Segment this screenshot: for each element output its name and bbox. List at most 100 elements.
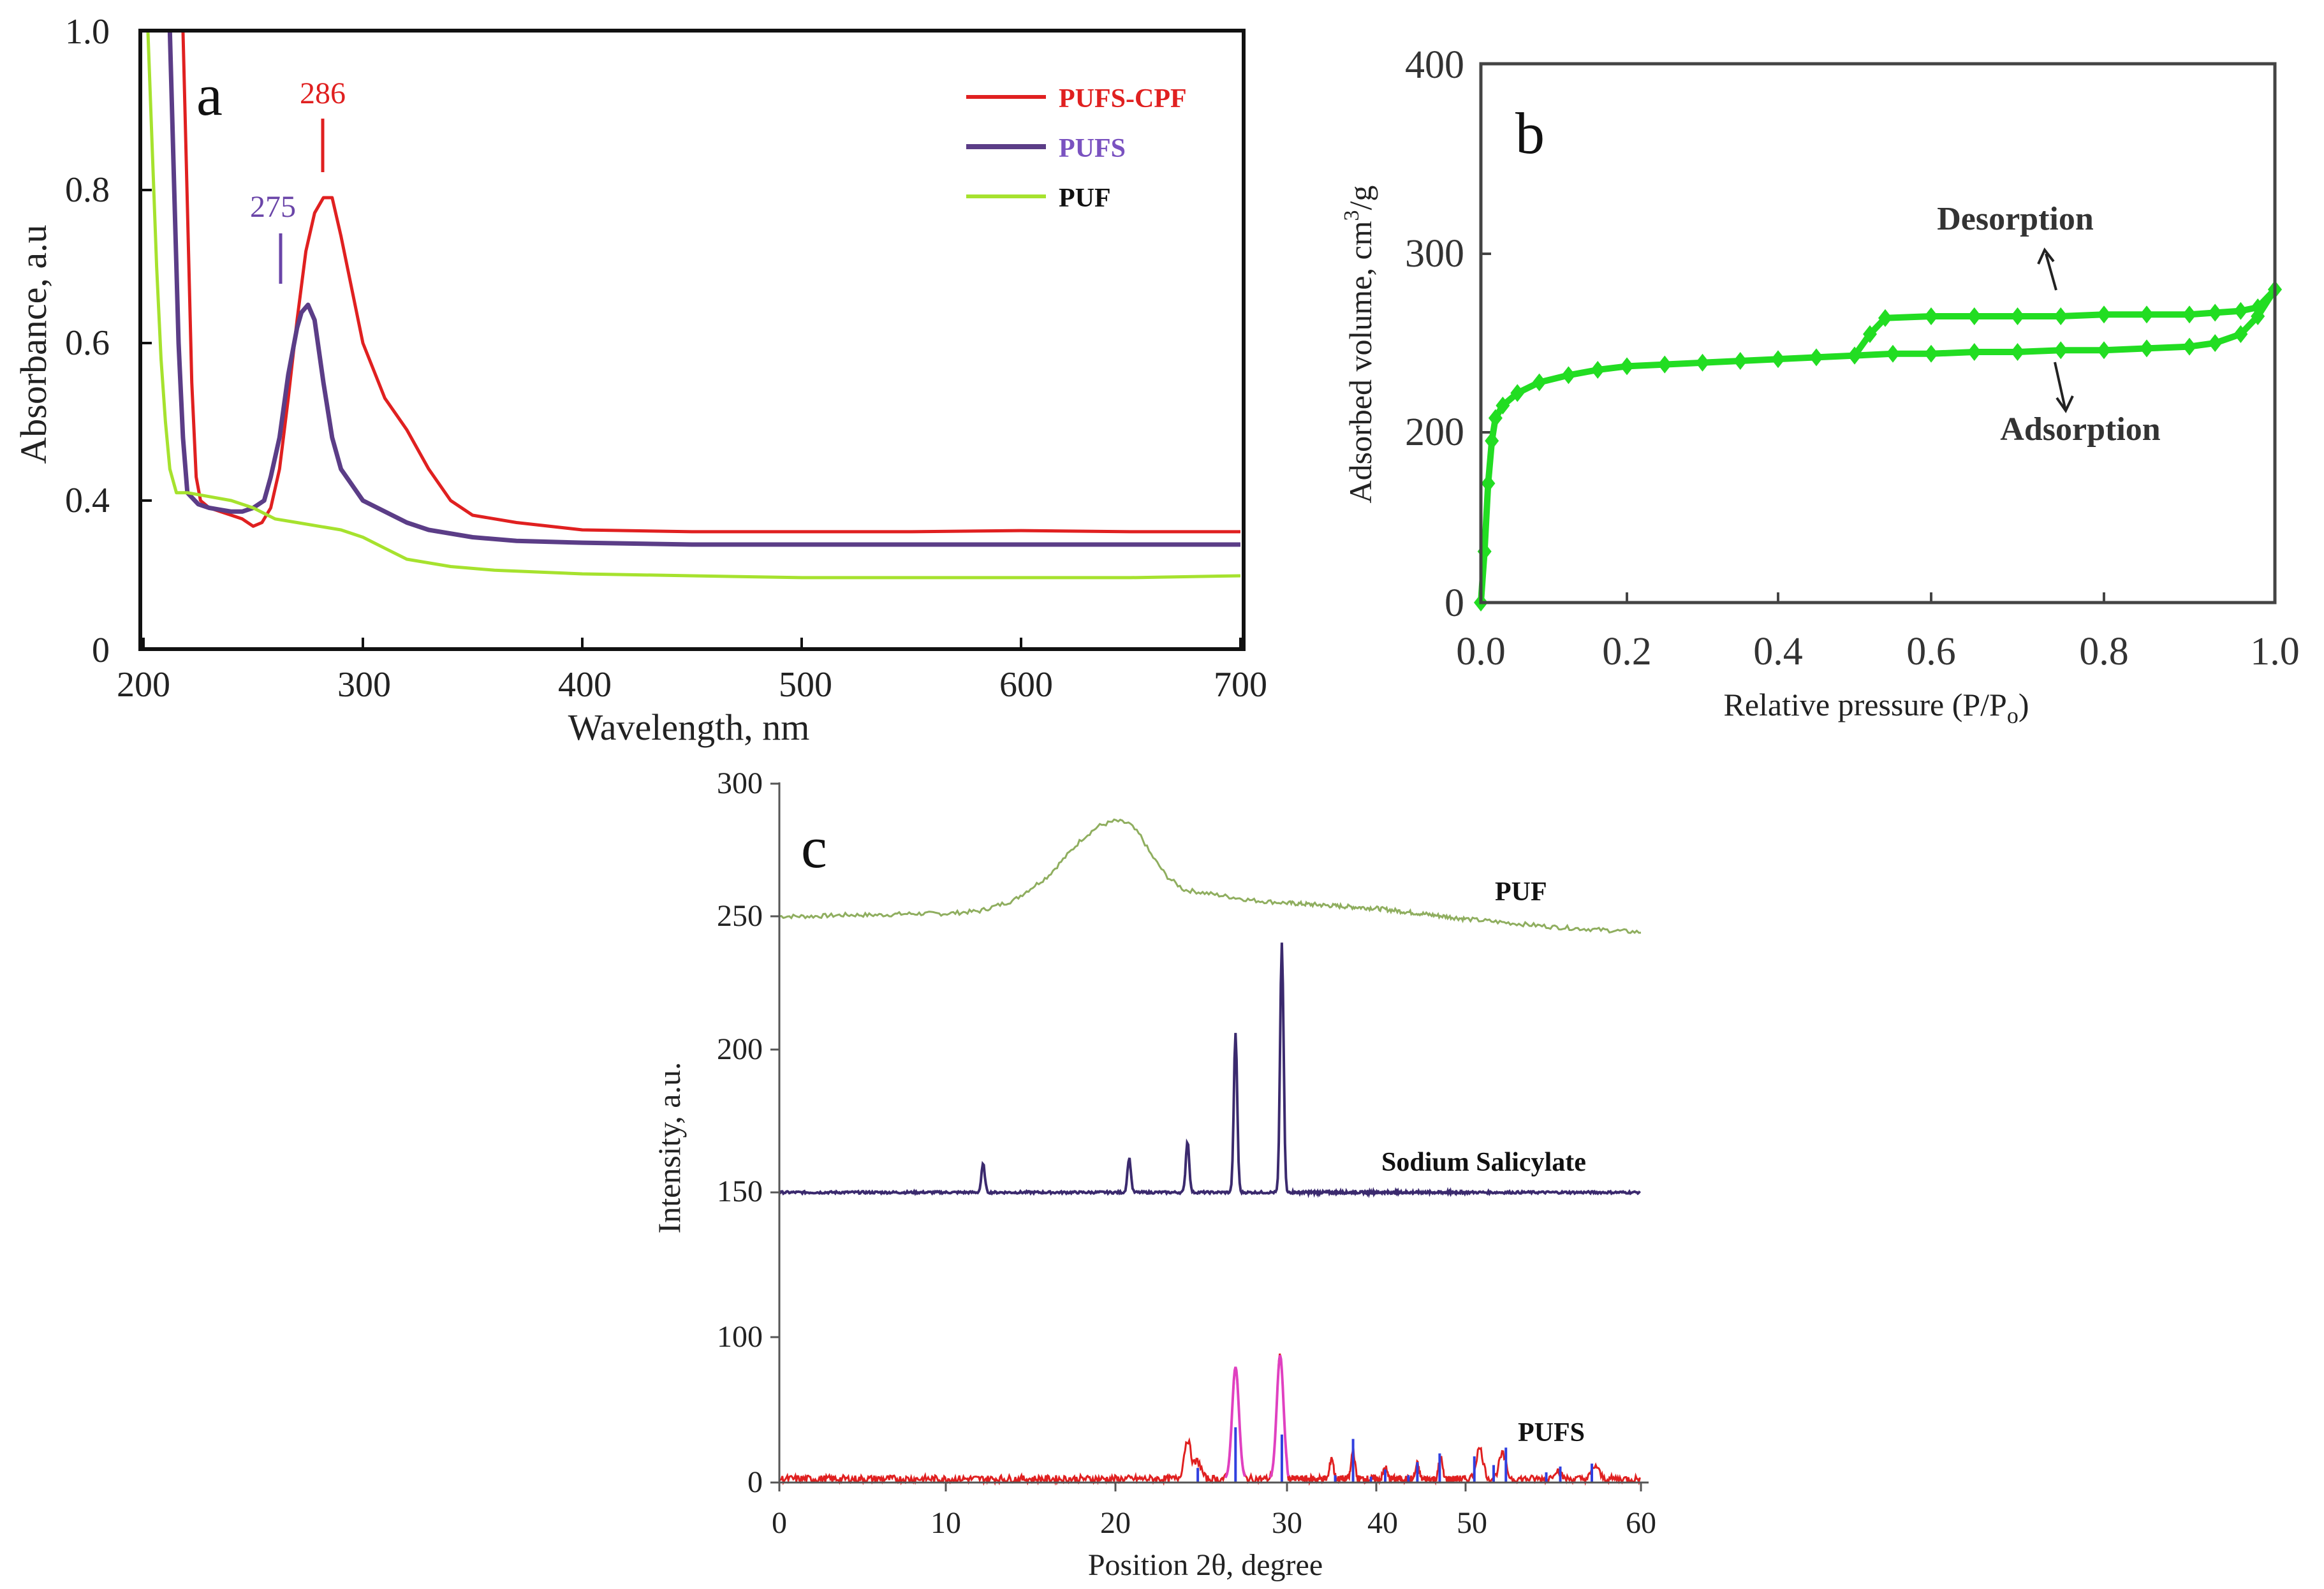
b-point-adsorption [1532, 373, 1547, 392]
adsorption-arrowhead [2056, 395, 2074, 413]
c-x-tick-30: 30 [1272, 1506, 1302, 1540]
b-point-adsorption [2208, 334, 2223, 352]
a-x-tick-300: 300 [337, 665, 391, 705]
b-y-tick-300: 300 [1405, 232, 1464, 275]
b-point-adsorption [1967, 343, 1982, 361]
panel-b-frame [1479, 62, 2277, 604]
c-y-tick-100: 100 [717, 1320, 763, 1354]
b-point-adsorption [1496, 397, 1510, 414]
legend-puf-label: PUF [1059, 184, 1111, 213]
b-x-tick-0.8: 0.8 [2079, 630, 2129, 673]
b-point-adsorption [2010, 343, 2025, 361]
a-x-axis-label: Wavelength, nm [568, 707, 810, 748]
b-point-desorption [2208, 304, 2223, 322]
b-x-tick-0.4: 0.4 [1753, 630, 1803, 673]
b-point-adsorption [1488, 409, 1503, 427]
c-y-axis-label: Intensity, a.u. [651, 1062, 687, 1234]
b-point-adsorption [1510, 384, 1525, 402]
desorption-label: Desorption [1937, 201, 2094, 237]
c-x-tick-60: 60 [1626, 1506, 1656, 1540]
panel-a-frame [138, 29, 1246, 651]
c-y-tick-200: 200 [717, 1032, 763, 1066]
b-point-adsorption [2182, 337, 2196, 356]
b-point-adsorption [1771, 350, 1785, 369]
c-label-pufs: PUFS [1518, 1418, 1585, 1447]
panel-b-series [1474, 281, 2282, 611]
a-x-tick-600: 600 [999, 665, 1053, 705]
c-y-tick-250: 250 [717, 899, 763, 933]
panel-b-letter: b [1515, 101, 1545, 166]
panel-a-ticks [140, 29, 1242, 650]
b-point-adsorption [2054, 341, 2068, 360]
a-x-tick-400: 400 [558, 665, 612, 705]
a-y-tick-0: 0 [92, 631, 110, 670]
b-x-tick-0.6: 0.6 [1906, 630, 1956, 673]
c-label-sodium-salicylate: Sodium Salicylate [1381, 1148, 1586, 1177]
panel-c-xrd-chart: 0 10 20 30 40 50 60 0 100 150 200 250 30… [651, 766, 1656, 1582]
b-y-tick-200: 200 [1405, 411, 1464, 454]
b-point-adsorption [1733, 352, 1747, 370]
adsorption-label: Adsorption [2000, 411, 2160, 448]
c-x-tick-10: 10 [930, 1506, 961, 1540]
a-y-tick-0.8: 0.8 [65, 170, 110, 210]
b-point-desorption [1863, 325, 1877, 343]
desorption-arrow [2045, 253, 2057, 291]
b-point-adsorption [1658, 355, 1672, 374]
panel-b-ticks [1480, 62, 2276, 604]
b-y-tick-0: 0 [1445, 582, 1464, 625]
a-y-tick-1.0: 1.0 [65, 12, 110, 52]
a-series-pufs [167, 30, 1240, 547]
b-y-tick-400: 400 [1405, 43, 1464, 87]
b-point-adsorption [2097, 341, 2111, 360]
a-x-tick-200: 200 [117, 665, 170, 705]
c-y-tick-300: 300 [717, 766, 763, 800]
c-label-puf: PUF [1495, 877, 1547, 907]
panel-a-letter: a [196, 62, 223, 128]
b-point-desorption [2054, 307, 2068, 325]
b-y-axis-label: Adsorbed volume, cm3/g [1340, 186, 1378, 504]
panel-c-series [778, 818, 1642, 1486]
c-series-sodium-salicylate [779, 942, 1641, 1199]
c-pufs-peak-highlight [1269, 1355, 1290, 1479]
b-point-desorption [2097, 305, 2111, 324]
b-point-adsorption [2140, 339, 2154, 358]
desorption-arrowhead [2037, 247, 2055, 265]
b-x-tick-1.0: 1.0 [2250, 630, 2300, 673]
panel-b-isotherm-chart: 0.0 0.2 0.4 0.6 0.8 1.0 0 200 300 400 Re… [1340, 43, 2300, 728]
b-point-desorption [2010, 307, 2025, 325]
c-x-tick-20: 20 [1100, 1506, 1131, 1540]
b-x-axis-label: Relative pressure (P/Po) [1723, 687, 2029, 728]
panel-a-series [146, 30, 1241, 580]
c-x-tick-50: 50 [1457, 1506, 1487, 1540]
b-x-tick-0.2: 0.2 [1602, 630, 1652, 673]
a-x-tick-700: 700 [1214, 665, 1267, 705]
b-point-adsorption [1695, 353, 1710, 372]
b-point-desorption [1924, 307, 1938, 325]
c-series-puf [779, 818, 1642, 934]
peak-286-label: 286 [300, 77, 346, 110]
b-x-tick-0.0: 0.0 [1456, 630, 1506, 673]
b-point-adsorption [1481, 474, 1496, 493]
b-point-adsorption [1620, 357, 1634, 376]
b-point-desorption [2140, 305, 2154, 324]
legend-pufs-label: PUFS [1059, 134, 1126, 163]
c-x-tick-0: 0 [772, 1506, 787, 1540]
a-x-tick-500: 500 [779, 665, 832, 705]
b-point-adsorption [1924, 344, 1938, 363]
a-series-puf [146, 30, 1241, 580]
b-point-adsorption [1485, 432, 1499, 450]
b-point-desorption [2251, 298, 2265, 316]
b-point-adsorption [1591, 361, 1605, 379]
legend-pufs-cpf-label: PUFS-CPF [1059, 84, 1187, 113]
b-point-adsorption [1809, 348, 1823, 367]
c-y-tick-0: 0 [747, 1465, 763, 1499]
c-pufs-peak-highlight [1224, 1366, 1246, 1479]
c-series-pufs [778, 1353, 1641, 1486]
b-point-desorption [2182, 305, 2196, 324]
b-point-adsorption [2233, 325, 2248, 343]
peak-275-label: 275 [250, 190, 296, 224]
a-y-tick-0.4: 0.4 [65, 481, 110, 520]
panel-c-letter: c [801, 815, 827, 880]
b-point-desorption [1848, 346, 1862, 365]
